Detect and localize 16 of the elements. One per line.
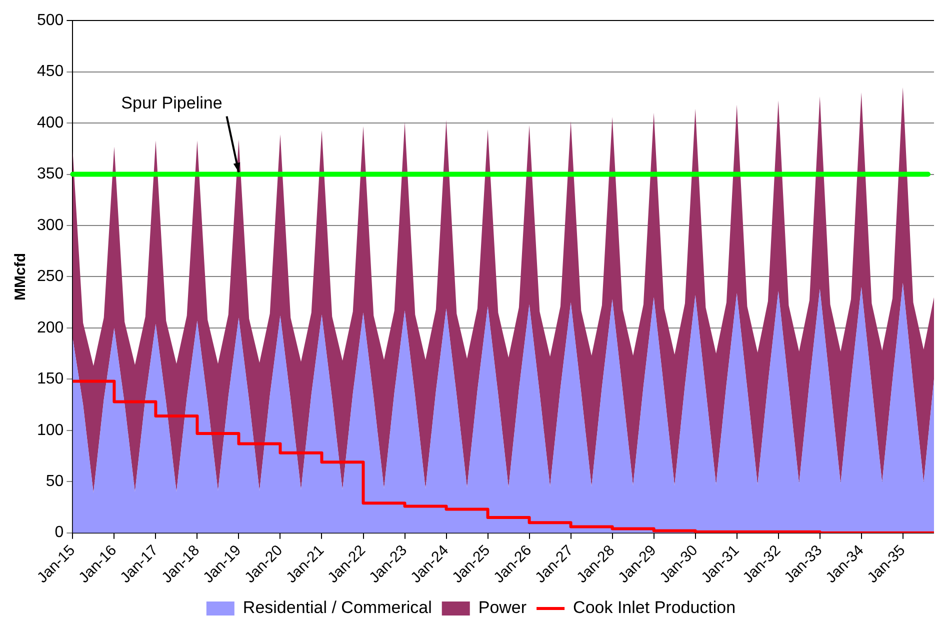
y-tick-label: 0	[54, 524, 64, 542]
y-tick-label: 200	[36, 319, 64, 336]
y-tick-label: 100	[36, 422, 64, 439]
y-tick-label: 400	[36, 114, 64, 132]
annotation: Spur Pipeline	[121, 93, 222, 112]
y-tick-label: 500	[36, 12, 64, 30]
y-tick-label: 150	[36, 370, 64, 388]
legend-label: Residential / Commerical	[242, 598, 432, 618]
y-tick-label: 300	[36, 216, 64, 234]
y-axis-title: MMcfd	[12, 252, 30, 300]
legend-label: Cook Inlet Production	[573, 598, 736, 618]
y-tick-label: 250	[36, 268, 64, 286]
y-tick-label: 350	[36, 166, 64, 183]
y-tick-label: 450	[36, 63, 64, 80]
legend-label: Power	[478, 598, 527, 618]
y-tick-label: 50	[46, 473, 64, 490]
